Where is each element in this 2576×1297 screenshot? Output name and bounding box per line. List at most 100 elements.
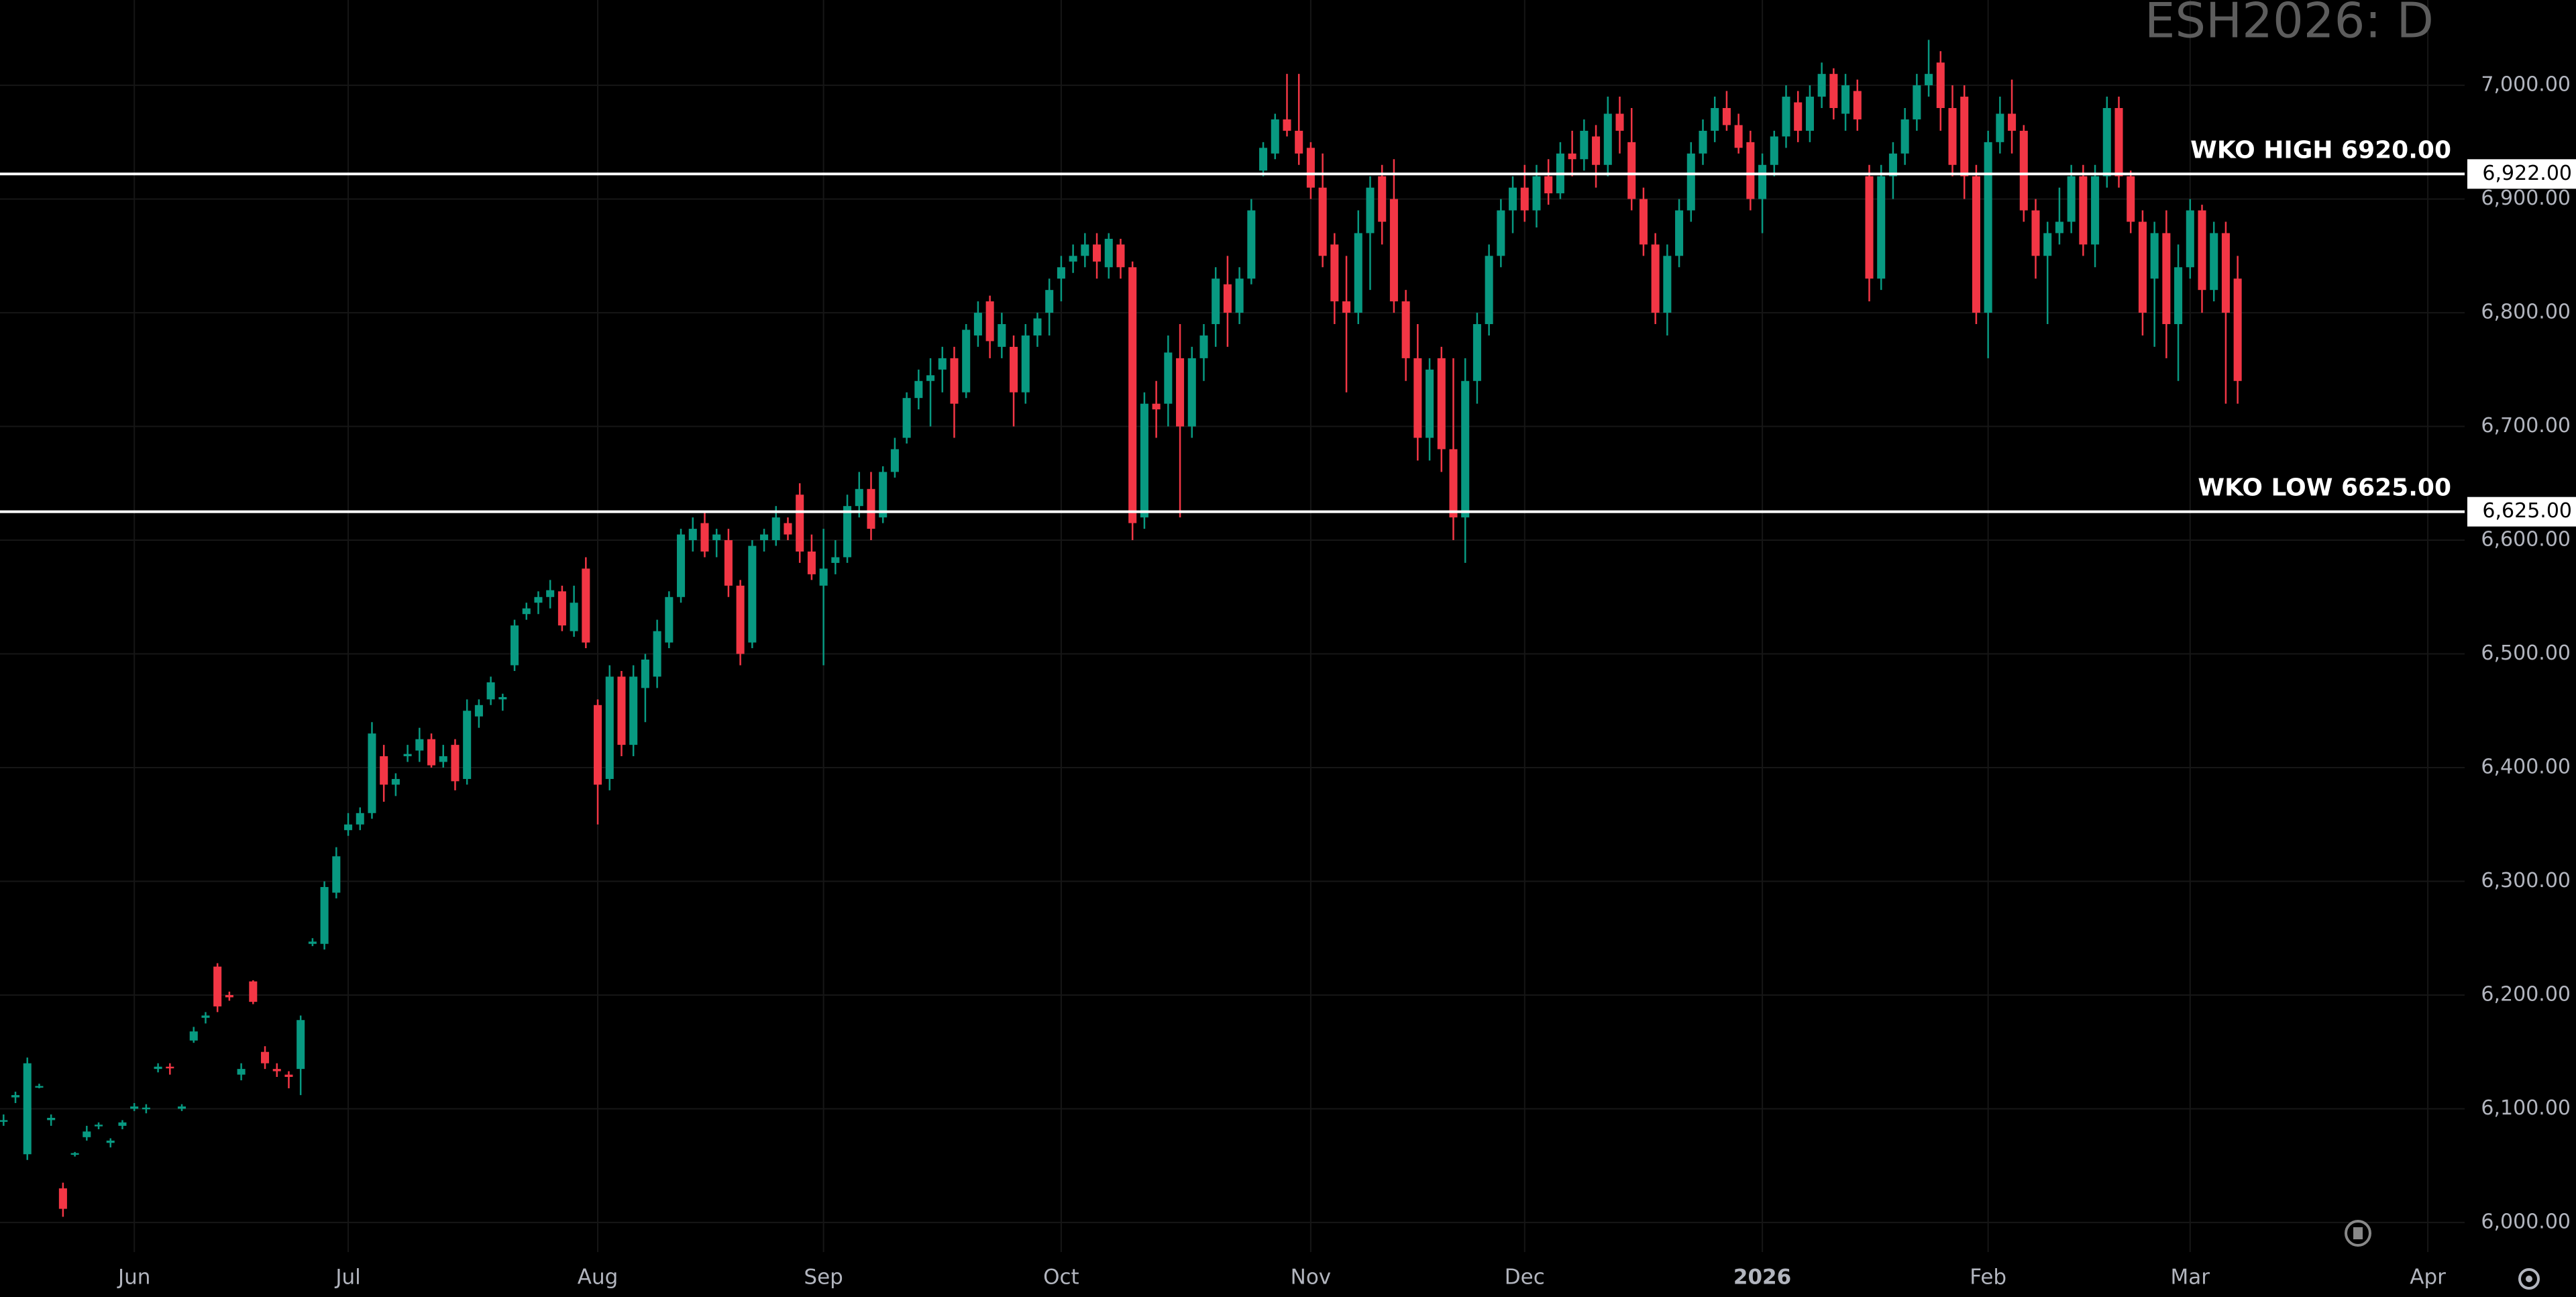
candle-body: [1081, 244, 1089, 256]
y-tick-label: 6,800.00: [2481, 301, 2571, 324]
candle-body: [902, 398, 911, 438]
candle-body: [998, 324, 1006, 347]
candle-body: [2114, 108, 2123, 176]
x-tick-label: Oct: [1043, 1265, 1079, 1290]
y-tick-label: 6,300.00: [2481, 869, 2571, 892]
candle-body: [760, 534, 769, 541]
replay-icon[interactable]: [2345, 1220, 2371, 1247]
candle-body: [831, 557, 840, 563]
candle-body: [0, 1120, 8, 1122]
candle-body: [83, 1131, 91, 1137]
candle-body: [2055, 221, 2063, 234]
candle-body: [2091, 176, 2100, 245]
level-label: WKO HIGH 6920.00: [2190, 136, 2451, 164]
candle-body: [308, 941, 317, 944]
candle-body: [855, 488, 863, 507]
candle-body: [463, 711, 472, 779]
x-tick-label: Sep: [804, 1265, 843, 1290]
candle-body: [511, 625, 519, 666]
candle-body: [284, 1074, 293, 1077]
candle-body: [2019, 130, 2028, 211]
candle-body: [1128, 267, 1137, 523]
candle-body: [1960, 97, 1969, 176]
candle-body: [546, 590, 555, 597]
candle-body: [1948, 108, 1957, 165]
candle-body: [58, 1188, 67, 1209]
candle-body: [557, 591, 566, 626]
candle-body: [1746, 142, 1755, 199]
candle-body: [1817, 74, 1826, 97]
candle-body: [2043, 233, 2052, 256]
candle-body: [1271, 119, 1279, 154]
candle-body: [1413, 358, 1422, 438]
candle-body: [2150, 233, 2159, 279]
y-tick-label: 6,600.00: [2481, 528, 2571, 552]
candle-body: [867, 488, 875, 529]
x-tick-label: Apr: [2410, 1265, 2446, 1290]
price-tag-label: 6,922.00: [2482, 162, 2572, 185]
x-tick-label: Aug: [578, 1265, 619, 1290]
candle-body: [796, 495, 804, 552]
candle-body: [1627, 142, 1636, 199]
candle-body: [1283, 119, 1291, 131]
candle-body: [1176, 358, 1185, 427]
settings-icon[interactable]: [2518, 1268, 2540, 1290]
candle-body: [973, 313, 982, 335]
x-tick-label: Nov: [1291, 1265, 1332, 1290]
candle-body: [1877, 176, 1886, 279]
y-tick-label: 6,100.00: [2481, 1096, 2571, 1120]
candle-body: [47, 1118, 56, 1121]
candle-body: [807, 551, 816, 574]
x-tick-label: Dec: [1505, 1265, 1545, 1290]
candle-body: [1675, 210, 1684, 256]
candle-body: [249, 981, 258, 1002]
candle-body: [962, 329, 971, 393]
candle-body: [1045, 290, 1054, 313]
candle-body: [320, 886, 329, 944]
candle-body: [1711, 108, 1719, 131]
y-tick-label: 6,500.00: [2481, 641, 2571, 665]
candle-body: [1532, 176, 1541, 211]
candle-body: [213, 966, 222, 1006]
x-tick-label: Jun: [117, 1265, 150, 1290]
candle-body: [1330, 244, 1339, 302]
candle-body: [736, 585, 745, 654]
price-tag: [2467, 159, 2576, 189]
x-tick-label: 2026: [1733, 1265, 1791, 1290]
candle-body: [724, 540, 733, 586]
candle-body: [1568, 153, 1576, 160]
candle-body: [23, 1063, 32, 1155]
candle-body: [1295, 130, 1303, 154]
candle-body: [950, 358, 959, 404]
candle-body: [1069, 256, 1077, 262]
candle-body: [130, 1106, 139, 1109]
y-tick-label: 6,900.00: [2481, 187, 2571, 210]
x-tick-label: Jul: [334, 1265, 360, 1290]
candle-body: [272, 1069, 281, 1072]
candle-body: [225, 994, 233, 998]
candle-body: [2031, 210, 2040, 256]
candle-body: [1021, 335, 1030, 393]
candle-body: [2102, 108, 2111, 176]
candle-body: [1770, 136, 1778, 165]
candle-body: [748, 546, 757, 643]
price-tag-label: 6,625.00: [2482, 499, 2572, 523]
candle-body: [1033, 318, 1042, 335]
candle-body: [1853, 91, 1862, 119]
candle-body: [261, 1051, 270, 1063]
candle-body: [2008, 113, 2017, 131]
candle-body: [297, 1020, 305, 1070]
candle-body: [344, 824, 353, 831]
candle-body: [1841, 85, 1850, 114]
candle-body: [142, 1107, 150, 1110]
candle-body: [629, 676, 638, 745]
candle-body: [582, 568, 590, 643]
candle-body: [570, 603, 578, 631]
candle-body: [1603, 113, 1612, 165]
candle-body: [237, 1069, 246, 1075]
icon-ring: [2345, 1220, 2371, 1247]
candle-body: [938, 358, 947, 370]
